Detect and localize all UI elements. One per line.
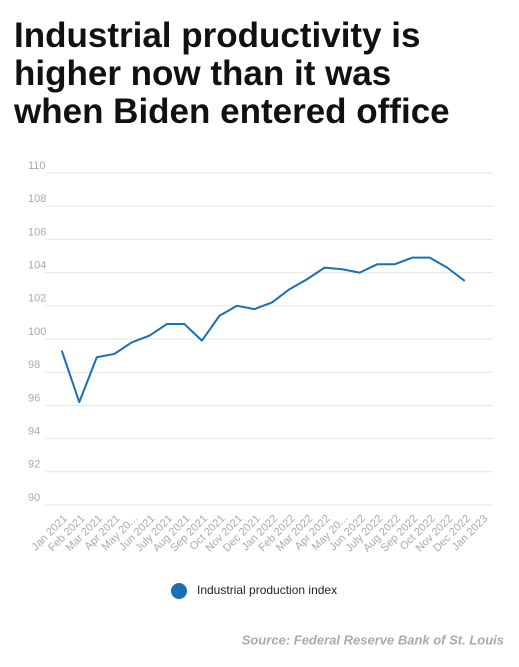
source: Source: Federal Reserve Bank of St. Loui… [242,632,504,647]
y-tick-label: 110 [28,160,46,172]
chart-title: Industrial productivity is [14,16,420,55]
y-tick-label: 96 [28,392,40,404]
y-tick-label: 92 [28,459,40,471]
y-tick-label: 98 [28,359,40,371]
y-tick-label: 104 [28,260,46,272]
y-tick-label: 94 [28,426,40,438]
legend-marker [171,583,187,599]
y-tick-label: 108 [28,193,46,205]
y-tick-label: 106 [28,226,46,238]
line [60,256,466,404]
legend-label: Industrial production index [197,583,337,597]
y-tick-label: 102 [28,293,46,305]
y-tick-label: 100 [28,326,46,338]
chart-title: higher now than it was [14,54,391,93]
y-tick-label: 90 [28,492,40,504]
chart-title: when Biden entered office [13,92,450,131]
